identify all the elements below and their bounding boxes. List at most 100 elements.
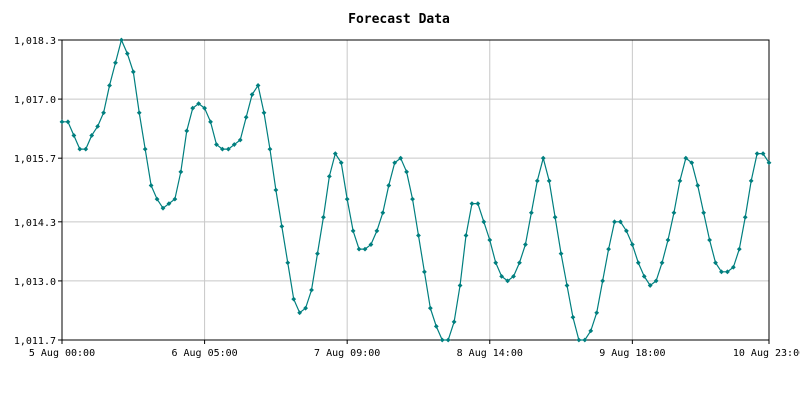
data-point bbox=[208, 119, 213, 125]
data-point bbox=[309, 287, 314, 293]
data-point bbox=[65, 119, 71, 125]
data-point bbox=[220, 146, 225, 152]
x-tick-label: 9 Aug 18:00 bbox=[599, 348, 665, 359]
data-point bbox=[528, 210, 534, 216]
data-point bbox=[119, 37, 124, 43]
data-point bbox=[701, 210, 707, 216]
data-point bbox=[95, 123, 101, 129]
data-point bbox=[338, 160, 344, 166]
x-tick-label: 8 Aug 14:00 bbox=[457, 348, 523, 359]
data-point bbox=[511, 273, 516, 279]
data-point bbox=[487, 237, 493, 243]
data-point bbox=[172, 196, 178, 202]
data-point bbox=[653, 278, 659, 284]
data-point bbox=[481, 219, 487, 225]
data-point bbox=[249, 92, 255, 97]
data-point bbox=[742, 214, 748, 220]
data-point bbox=[190, 105, 196, 111]
data-point bbox=[166, 201, 172, 207]
data-point bbox=[469, 201, 475, 207]
data-point bbox=[707, 237, 712, 243]
data-point bbox=[736, 246, 742, 252]
data-point bbox=[285, 260, 291, 266]
data-point bbox=[606, 246, 611, 252]
data-point bbox=[600, 278, 606, 284]
data-point bbox=[321, 214, 326, 220]
data-point bbox=[142, 146, 148, 152]
data-point bbox=[570, 314, 576, 320]
data-point bbox=[641, 273, 647, 279]
x-axis: 5 Aug 00:00 6 Aug 05:00 7 Aug 09:00 8 Aug 1… bbox=[29, 340, 800, 359]
y-tick-label: 1,014.3 bbox=[14, 218, 56, 229]
data-point bbox=[582, 337, 588, 343]
data-point bbox=[130, 69, 136, 75]
data-point bbox=[410, 196, 415, 202]
data-point bbox=[689, 160, 695, 166]
data-point bbox=[713, 260, 718, 266]
x-tick-label: 10 Aug 23:00 bbox=[733, 348, 800, 359]
data-point bbox=[647, 283, 653, 288]
data-point bbox=[439, 337, 445, 343]
data-point bbox=[279, 223, 285, 229]
data-point bbox=[267, 146, 273, 152]
data-point bbox=[719, 269, 724, 275]
data-point bbox=[89, 133, 95, 138]
data-point bbox=[594, 310, 600, 316]
data-point bbox=[214, 142, 219, 147]
data-point bbox=[113, 60, 118, 66]
data-point bbox=[671, 210, 677, 216]
data-point bbox=[748, 178, 754, 184]
data-point bbox=[101, 110, 106, 116]
series-markers bbox=[59, 37, 772, 343]
data-point bbox=[659, 260, 665, 266]
data-point bbox=[196, 101, 202, 107]
data-point bbox=[160, 205, 166, 211]
data-point bbox=[677, 178, 683, 184]
data-point bbox=[635, 260, 641, 266]
data-point bbox=[392, 160, 398, 166]
data-point bbox=[255, 83, 261, 88]
y-tick-label: 1,015.7 bbox=[14, 154, 56, 165]
data-point bbox=[124, 51, 130, 57]
x-tick-label: 7 Aug 09:00 bbox=[314, 348, 380, 359]
data-point bbox=[754, 151, 760, 157]
data-point bbox=[237, 137, 243, 143]
data-point bbox=[362, 246, 368, 252]
data-point bbox=[463, 233, 469, 238]
data-point bbox=[315, 251, 320, 257]
data-point bbox=[202, 105, 207, 111]
data-point bbox=[297, 310, 303, 316]
data-point bbox=[624, 228, 629, 234]
data-point bbox=[107, 83, 112, 88]
data-point bbox=[83, 146, 89, 152]
data-point bbox=[231, 142, 237, 147]
data-point bbox=[71, 133, 77, 138]
data-point bbox=[493, 260, 499, 266]
data-point bbox=[59, 119, 65, 125]
data-point bbox=[154, 196, 160, 202]
data-point bbox=[546, 178, 552, 184]
data-point bbox=[451, 319, 457, 325]
data-point bbox=[416, 233, 421, 238]
data-point bbox=[618, 219, 623, 225]
data-point bbox=[427, 305, 433, 311]
data-point bbox=[445, 337, 451, 343]
data-point bbox=[576, 337, 582, 343]
data-point bbox=[148, 183, 154, 188]
data-point bbox=[326, 173, 332, 179]
data-point bbox=[540, 155, 546, 161]
data-point bbox=[730, 264, 736, 270]
data-point bbox=[534, 178, 540, 184]
data-point bbox=[261, 110, 267, 116]
plot-area bbox=[61, 39, 770, 341]
data-point bbox=[552, 214, 558, 220]
y-tick-label: 1,018.3 bbox=[14, 36, 56, 47]
y-axis: 1,011.7 1,013.0 1,014.3 1,015.7 1,017.0 1,018… bbox=[14, 36, 62, 347]
data-point bbox=[457, 283, 463, 288]
data-point bbox=[695, 183, 701, 188]
data-point bbox=[77, 146, 83, 152]
data-point bbox=[350, 228, 356, 234]
data-point bbox=[558, 251, 564, 257]
grid bbox=[61, 39, 770, 341]
